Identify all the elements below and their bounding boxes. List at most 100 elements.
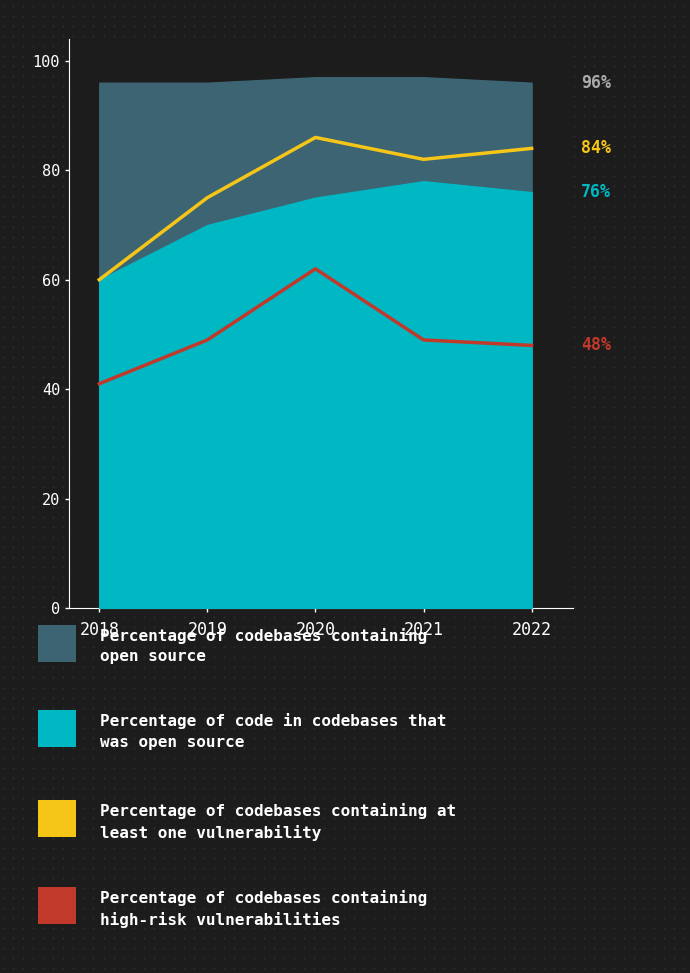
Point	[168, 459, 179, 475]
Text: Percentage of codebases containing
open source: Percentage of codebases containing open …	[100, 628, 427, 664]
Point	[288, 900, 299, 916]
Point	[628, 630, 639, 645]
Point	[618, 810, 629, 825]
Point	[218, 650, 229, 666]
Point	[158, 168, 169, 184]
Point	[598, 550, 609, 565]
Point	[518, 870, 529, 885]
Point	[198, 18, 209, 34]
Point	[188, 770, 199, 785]
Point	[8, 700, 19, 715]
Point	[188, 18, 199, 34]
Point	[228, 179, 239, 195]
Point	[598, 79, 609, 94]
Point	[488, 870, 499, 885]
Point	[418, 18, 429, 34]
Point	[388, 499, 399, 515]
Point	[418, 780, 429, 796]
Point	[488, 419, 499, 435]
Point	[258, 620, 269, 635]
Point	[188, 209, 199, 225]
Point	[418, 289, 429, 305]
Point	[78, 559, 89, 575]
Point	[8, 609, 19, 625]
Point	[438, 660, 449, 675]
Point	[8, 149, 19, 164]
Point	[258, 309, 269, 325]
Point	[428, 128, 439, 144]
Point	[38, 599, 49, 615]
Point	[378, 550, 389, 565]
Point	[568, 850, 579, 866]
Point	[268, 940, 279, 955]
Point	[348, 68, 359, 84]
Point	[518, 930, 529, 946]
Point	[448, 168, 460, 184]
Point	[178, 459, 189, 475]
Point	[488, 229, 499, 244]
Point	[578, 930, 589, 946]
Point	[529, 168, 540, 184]
Point	[538, 710, 549, 726]
Point	[138, 860, 149, 876]
Point	[498, 219, 509, 234]
Point	[368, 620, 380, 635]
Point	[248, 739, 259, 755]
Point	[548, 550, 559, 565]
Point	[168, 810, 179, 825]
Point	[168, 369, 179, 384]
Point	[418, 700, 429, 715]
Point	[308, 269, 319, 284]
Point	[158, 510, 169, 525]
Point	[228, 881, 239, 896]
Point	[318, 690, 329, 705]
Point	[148, 720, 159, 736]
Point	[428, 690, 439, 705]
Point	[188, 149, 199, 164]
Point	[318, 730, 329, 745]
Point	[468, 630, 479, 645]
Point	[248, 469, 259, 485]
Point	[168, 269, 179, 284]
Point	[38, 339, 49, 354]
Point	[558, 529, 569, 545]
Point	[28, 319, 39, 335]
Point	[498, 739, 509, 755]
Point	[238, 860, 249, 876]
Point	[0, 529, 9, 545]
Point	[408, 720, 419, 736]
Point	[78, 860, 89, 876]
Point	[598, 349, 609, 365]
Point	[278, 209, 289, 225]
Point	[128, 198, 139, 214]
Point	[378, 580, 389, 595]
Point	[188, 38, 199, 54]
Point	[148, 198, 159, 214]
Point	[488, 720, 499, 736]
Point	[88, 529, 99, 545]
Point	[168, 249, 179, 265]
Point	[638, 459, 649, 475]
Point	[78, 520, 89, 535]
Point	[598, 189, 609, 204]
Point	[48, 710, 59, 726]
Point	[558, 940, 569, 955]
Point	[508, 870, 519, 885]
Point	[208, 18, 219, 34]
Point	[448, 349, 460, 365]
Point	[318, 850, 329, 866]
Point	[678, 690, 689, 705]
Point	[658, 349, 669, 365]
Point	[468, 720, 479, 736]
Point	[628, 399, 639, 414]
Point	[278, 0, 289, 14]
Point	[148, 850, 159, 866]
Point	[278, 550, 289, 565]
Point	[388, 900, 399, 916]
Point	[408, 399, 419, 414]
Point	[458, 309, 469, 325]
Point	[578, 499, 589, 515]
Point	[578, 409, 589, 424]
Point	[178, 49, 189, 64]
Point	[558, 339, 569, 354]
